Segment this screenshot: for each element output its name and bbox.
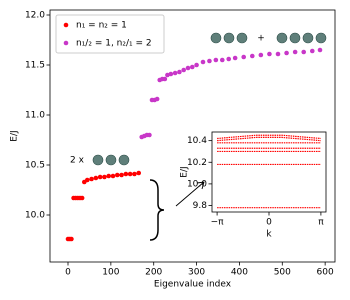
legend-label: n₁/₂ = 1, n₂/₁ = 2 <box>76 39 152 49</box>
inset-plot: −π 0 π 9.8 10.0 10.2 10.4 k E/J <box>180 131 327 240</box>
data-point <box>284 50 289 56</box>
y-tick-label: 9.8 <box>193 201 208 211</box>
x-tick-label: π <box>318 218 324 228</box>
plot-frame <box>211 131 327 213</box>
data-point <box>267 51 272 57</box>
legend-marker <box>63 22 69 28</box>
data-point <box>258 52 264 58</box>
data-point <box>213 57 219 63</box>
data-point <box>249 53 255 59</box>
legend-marker <box>63 40 69 46</box>
main-plot: 0 100 200 300 400 500 600 10.0 10.5 11.0 11.5 12.0 E… <box>10 9 336 290</box>
data-point <box>127 171 133 177</box>
data-point <box>123 171 129 177</box>
data-point <box>226 56 232 62</box>
y-tick-label: 10.2 <box>187 158 207 168</box>
x-tick-label: 500 <box>274 268 291 278</box>
y-tick-label: 11.0 <box>25 111 45 121</box>
data-point <box>119 172 124 178</box>
x-tick-label: 0 <box>266 218 272 228</box>
brace <box>149 179 165 241</box>
data-point <box>79 195 85 201</box>
data-point <box>97 174 103 180</box>
data-point <box>241 54 247 60</box>
data-point <box>147 132 152 138</box>
x-tick-label: −π <box>211 218 225 228</box>
data-point <box>301 49 307 55</box>
data-point <box>292 49 298 55</box>
data-point <box>168 71 174 77</box>
x-tick-label: 0 <box>65 268 71 278</box>
data-point <box>172 70 178 76</box>
data-point <box>200 59 206 65</box>
x-tick-label: 200 <box>145 268 162 278</box>
arrow <box>175 181 205 207</box>
y-tick-label: 10.4 <box>187 136 207 146</box>
data-point <box>181 67 187 73</box>
data-point <box>69 236 74 242</box>
legend-label: n₁ = n₂ = 1 <box>76 21 127 31</box>
data-point <box>232 55 238 61</box>
data-point <box>102 174 107 180</box>
y-tick-label: 10.5 <box>25 161 45 171</box>
y-axis-label: E/J <box>10 130 20 141</box>
x-axis-label: k <box>266 230 272 240</box>
data-point <box>114 172 120 178</box>
y-tick-label: 11.5 <box>25 61 45 71</box>
band-line <box>217 136 321 142</box>
data-point <box>84 177 90 183</box>
x-tick-label: 100 <box>102 268 119 278</box>
y-tick-label: 12.0 <box>25 11 45 21</box>
data-point <box>194 62 199 68</box>
data-point <box>154 96 160 102</box>
annotation: + <box>257 34 265 44</box>
data-point <box>89 176 94 182</box>
data-point <box>132 171 137 177</box>
x-tick-label: 300 <box>188 268 205 278</box>
legend-frame <box>55 14 165 54</box>
data-point <box>185 65 191 71</box>
annotation: 2 x <box>70 156 85 166</box>
y-axis-label: E/J <box>180 166 190 177</box>
plot-frame <box>49 9 336 263</box>
data-point <box>219 57 225 63</box>
data-point <box>162 76 168 82</box>
band-line <box>217 134 321 140</box>
data-point <box>317 47 323 53</box>
data-point <box>189 64 195 70</box>
legend: n₁ = n₂ = 1 n₁/₂ = 1, n₂/₁ = 2 <box>55 14 165 54</box>
data-point <box>136 170 142 176</box>
data-point <box>309 48 315 54</box>
data-point <box>110 173 116 179</box>
data-point <box>207 58 212 64</box>
x-tick-label: 600 <box>317 268 334 278</box>
molecule-icons <box>92 32 327 166</box>
data-point <box>106 173 112 179</box>
data-point <box>93 175 99 181</box>
y-tick-label: 10.0 <box>25 211 45 221</box>
y-tick-label: 10.0 <box>187 179 207 189</box>
data-point <box>177 69 182 75</box>
data-point <box>275 51 281 57</box>
x-axis-label: Eigenvalue index <box>154 280 232 290</box>
x-tick-label: 400 <box>231 268 248 278</box>
